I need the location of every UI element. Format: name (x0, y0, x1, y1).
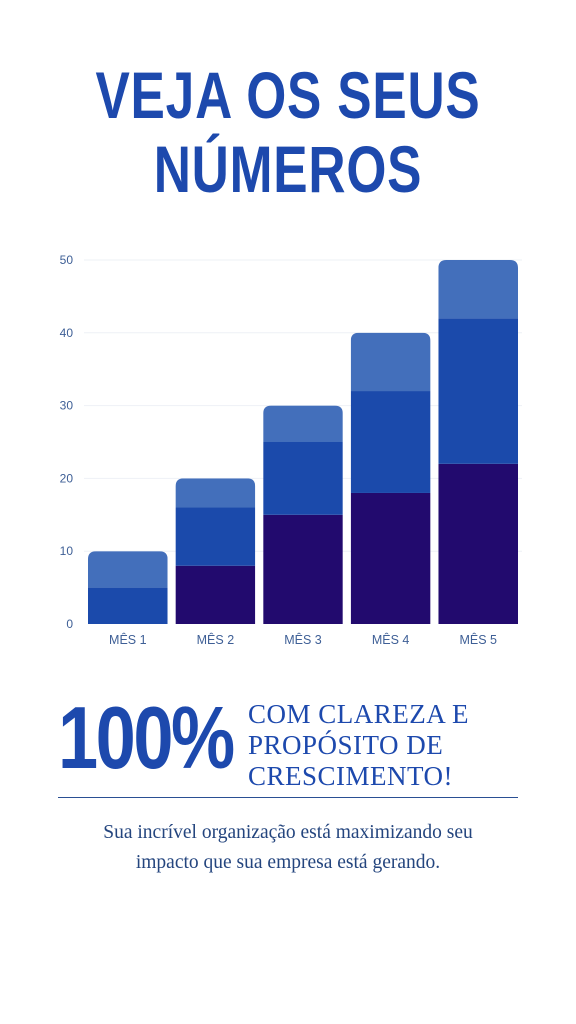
bar-segment-2 (350, 391, 431, 493)
bar-segment-3 (438, 260, 518, 319)
bar-stack (263, 405, 343, 624)
bar-segment-1 (175, 565, 256, 624)
y-axis-ticks: 0 10 20 30 40 50 (60, 253, 74, 631)
bar-segment-1 (350, 492, 431, 624)
y-tick-label: 30 (60, 399, 74, 413)
y-tick-label: 40 (60, 326, 74, 340)
bar-segment-2 (175, 507, 256, 566)
x-category-label: MÊS 5 (459, 632, 497, 647)
chart-bars (88, 260, 518, 624)
bar-segment-3 (175, 478, 256, 508)
stat-value: 100% (58, 688, 235, 787)
y-tick-label: 10 (60, 544, 74, 558)
headline-line-2: NÚMEROS (153, 132, 423, 206)
body-text: Sua incrível organização está maximizand… (40, 818, 536, 878)
x-axis-labels: MÊS 1 MÊS 2 MÊS 3 MÊS 4 MÊS 5 (109, 632, 497, 647)
bar-segment-2 (263, 442, 343, 515)
stacked-bar-chart: 0 10 20 30 40 50 MÊS 1 MÊS 2 MÊS 3 MÊS 4 MÊS 5 (60, 253, 522, 647)
page-headline: VEJA OS SEUS NÚMEROS (63, 58, 512, 206)
bar-segment-3 (88, 551, 168, 588)
bar-segment-1 (263, 514, 343, 624)
y-tick-label: 20 (60, 471, 74, 485)
bar-stack (88, 551, 168, 624)
x-category-label: MÊS 2 (197, 632, 235, 647)
y-tick-label: 0 (66, 617, 73, 631)
bar-segment-3 (263, 405, 343, 442)
x-category-label: MÊS 3 (284, 632, 322, 647)
body-text-line-1: Sua incrível organização está maximizand… (103, 822, 473, 843)
body-text-line-2: impacto que sua empresa está gerando. (135, 852, 441, 873)
stat-caption-line-3: CRESCIMENTO! (248, 761, 454, 791)
bar-stack (175, 478, 256, 624)
stat-caption: COM CLAREZA E PROPÓSITO DE CRESCIMENTO! (248, 699, 528, 792)
bar-segment-2 (438, 318, 518, 464)
stat-caption-line-1: COM CLAREZA E (248, 699, 470, 729)
bar-stack (350, 332, 431, 624)
bar-stack (438, 260, 518, 624)
bar-segment-1 (438, 463, 518, 624)
x-category-label: MÊS 1 (109, 632, 147, 647)
divider (58, 797, 518, 798)
y-tick-label: 50 (60, 253, 74, 267)
bar-segment-2 (88, 587, 168, 624)
headline-line-1: VEJA OS SEUS (95, 58, 481, 132)
stat-caption-line-2: PROPÓSITO DE (248, 730, 444, 760)
x-category-label: MÊS 4 (372, 632, 410, 647)
bar-segment-3 (350, 332, 431, 392)
